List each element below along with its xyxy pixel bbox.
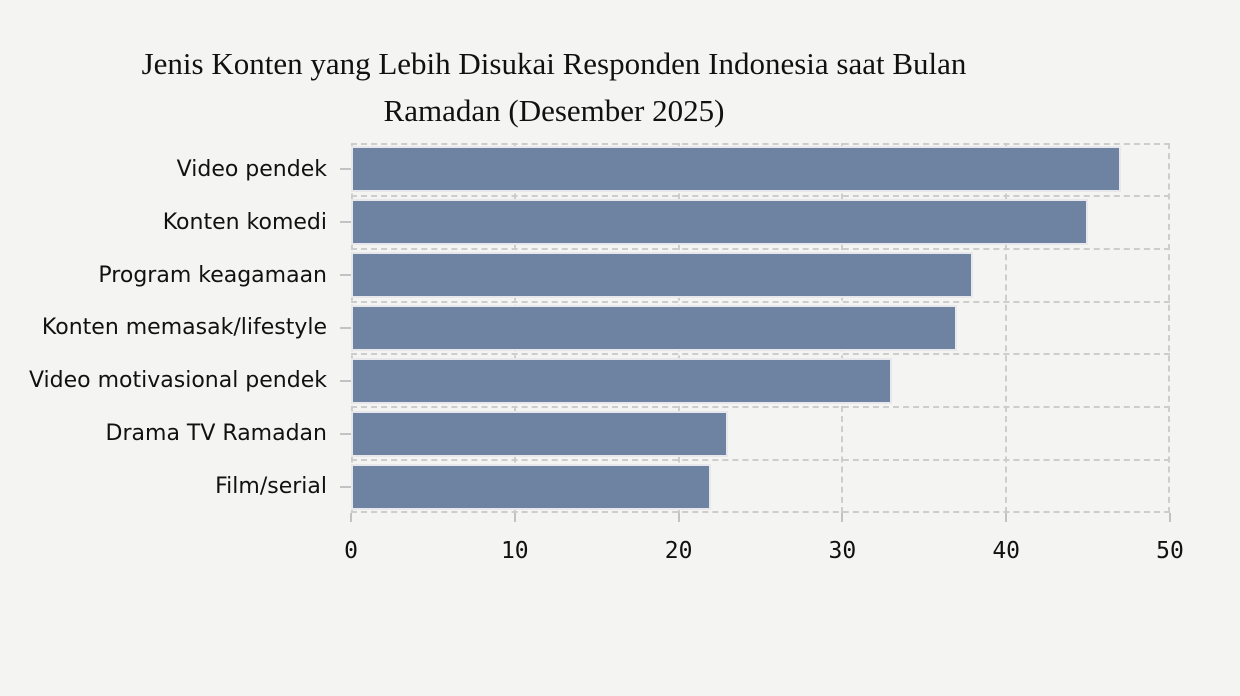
y-tick-mark xyxy=(340,168,351,171)
category-label: Drama TV Ramadan xyxy=(105,421,327,447)
bar xyxy=(351,410,728,457)
bar-row xyxy=(351,407,1170,460)
gridline-horizontal xyxy=(351,459,1170,462)
bar-row xyxy=(351,196,1170,249)
bar xyxy=(351,357,892,404)
category-label: Konten komedi xyxy=(162,209,327,235)
gridline-horizontal xyxy=(351,194,1170,197)
bar xyxy=(351,252,974,299)
bar-row xyxy=(351,302,1170,355)
bar xyxy=(351,304,958,351)
chart-title: Jenis Konten yang Lebih Disukai Responde… xyxy=(0,40,1108,134)
gridline-horizontal xyxy=(351,353,1170,356)
category-label: Program keagamaan xyxy=(98,262,327,288)
chart-title-line2: Ramadan (Desember 2025) xyxy=(383,93,725,128)
x-tick-label: 30 xyxy=(828,538,857,564)
chart-title-line1: Jenis Konten yang Lebih Disukai Responde… xyxy=(141,46,967,81)
gridline-horizontal xyxy=(351,247,1170,250)
x-tick-label: 10 xyxy=(500,538,529,564)
bar xyxy=(351,199,1089,246)
plot-area xyxy=(351,143,1170,513)
x-tick-mark xyxy=(1169,513,1171,522)
category-label: Konten memasak/lifestyle xyxy=(41,315,327,341)
x-tick-label: 0 xyxy=(344,538,358,564)
y-tick-mark xyxy=(340,274,351,277)
category-label: Film/serial xyxy=(215,474,327,500)
y-tick-mark xyxy=(340,327,351,329)
x-tick-label: 40 xyxy=(992,538,1021,564)
gridline-vertical xyxy=(1005,143,1008,513)
x-tick-mark xyxy=(841,513,844,522)
x-tick-mark xyxy=(350,513,352,522)
x-tick-mark xyxy=(677,513,680,522)
y-tick-mark xyxy=(340,432,351,435)
bar-row xyxy=(351,354,1170,407)
category-label: Video motivasional pendek xyxy=(28,368,327,394)
gridline-horizontal xyxy=(351,406,1170,409)
x-tick-mark xyxy=(1005,513,1008,522)
category-label: Video pendek xyxy=(176,156,327,182)
bar xyxy=(351,146,1121,193)
y-tick-mark xyxy=(340,485,351,488)
x-tick-label: 50 xyxy=(1156,538,1184,564)
x-tick-mark xyxy=(513,513,516,522)
bar-row xyxy=(351,249,1170,302)
y-tick-mark xyxy=(340,221,351,224)
bar-row xyxy=(351,460,1170,513)
bar-row xyxy=(351,143,1170,196)
y-tick-mark xyxy=(340,379,351,382)
bar xyxy=(351,463,712,510)
gridline-horizontal xyxy=(351,300,1170,303)
x-tick-label: 20 xyxy=(664,538,693,564)
